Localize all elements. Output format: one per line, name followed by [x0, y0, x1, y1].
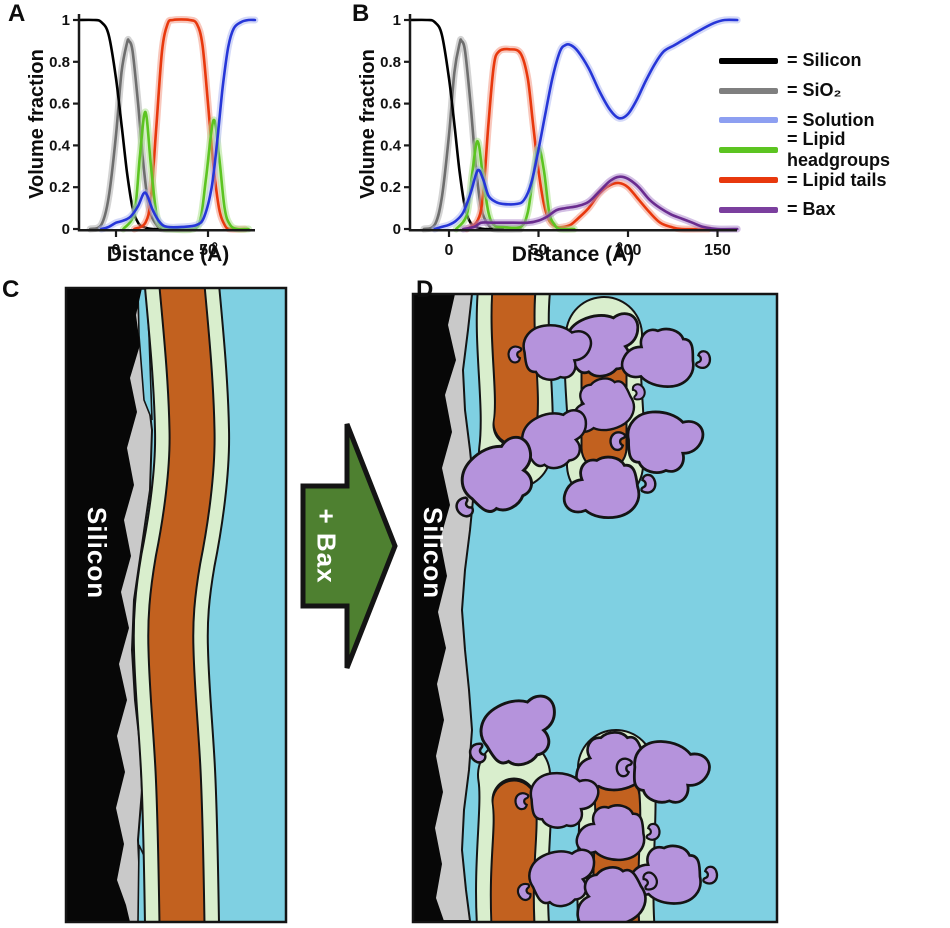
x-axis-title-b: Distance (Å) [511, 243, 635, 266]
series-line-solution [433, 18, 739, 231]
chart-b: 0 0.2 0.4 0.6 0.8 1 0 50 100 150 [380, 12, 741, 259]
plus-bax-arrow-label: + Bax [311, 508, 342, 584]
y-tick-label: 0.4 [49, 137, 71, 154]
x-tick-label: 150 [704, 242, 731, 259]
chart-legend: = Silicon = SiO₂ = Solution = Lipid headgro… [719, 46, 950, 225]
y-tick-label: 0.8 [49, 54, 70, 71]
legend-row: = Lipid tails [719, 165, 950, 195]
y-tick-label: 1 [62, 12, 70, 29]
lipid-tails-c [149, 288, 214, 922]
panel-c-border [64, 286, 288, 924]
silicon-label-c: Silicon [82, 506, 112, 600]
panel-label-d: D [416, 276, 434, 303]
panel-label-b: B [352, 0, 370, 27]
legend-label: = Bax [787, 199, 836, 220]
y-tick-label: 0.6 [380, 96, 401, 113]
series-line-bax [462, 175, 739, 231]
legend-label: = Lipid tails [787, 169, 887, 190]
legend-row: = Bax [719, 195, 950, 225]
x-tick-label: 50 [199, 242, 217, 259]
x-axis-title-a: Distance (Å) [106, 243, 230, 266]
y-axis-title-b: Volume fraction [357, 49, 379, 199]
panel-label-c: C [2, 276, 20, 303]
x-tick-label: 50 [530, 242, 548, 259]
series-line-solution [100, 18, 257, 231]
y-tick-label: 0 [62, 221, 70, 238]
panel-c-schematic [66, 288, 286, 922]
y-tick-label: 0.2 [49, 179, 70, 196]
y-tick-label: 0.2 [380, 179, 401, 196]
chart-a: 0 0.2 0.4 0.6 0.8 1 0 50 [49, 12, 259, 259]
legend-swatch [719, 117, 778, 124]
x-tick-label: 0 [112, 242, 121, 259]
legend-label: = Silicon [787, 50, 862, 71]
legend-row: = Solution [719, 106, 950, 136]
plus-bax-arrow [300, 423, 398, 669]
x-tick-label: 0 [445, 242, 454, 259]
silicon-label-d: Silicon [418, 506, 448, 600]
legend-swatch [719, 147, 778, 154]
y-tick-label: 1 [393, 12, 401, 29]
x-tick-label: 100 [615, 242, 642, 259]
silicon-region-c [66, 288, 142, 922]
y-tick-label: 0.8 [380, 54, 401, 71]
legend-swatch [719, 177, 778, 184]
legend-label: = SiO₂ [787, 80, 842, 101]
membrane-patch-attached-top [475, 294, 554, 489]
legend-label: = Lipid headgroups [787, 129, 891, 171]
legend-swatch [719, 87, 778, 94]
y-axis-title-a: Volume fraction [26, 49, 48, 199]
legend-row: = SiO₂ [719, 76, 950, 106]
y-tick-label: 0.6 [49, 96, 70, 113]
legend-swatch [719, 57, 778, 64]
legend-swatch [719, 206, 778, 213]
legend-row: = Silicon [719, 46, 950, 76]
y-tick-label: 0.4 [380, 137, 402, 154]
membrane-patch-attached-bottom [475, 738, 553, 922]
panel-label-a: A [8, 0, 26, 27]
y-tick-label: 0 [393, 221, 401, 238]
panel-d-border [411, 292, 779, 924]
panel-d-schematic [413, 294, 777, 922]
legend-label: = Solution [787, 109, 875, 130]
legend-row: = Lipid headgroups [719, 129, 950, 170]
silicon-region-d [413, 294, 456, 921]
